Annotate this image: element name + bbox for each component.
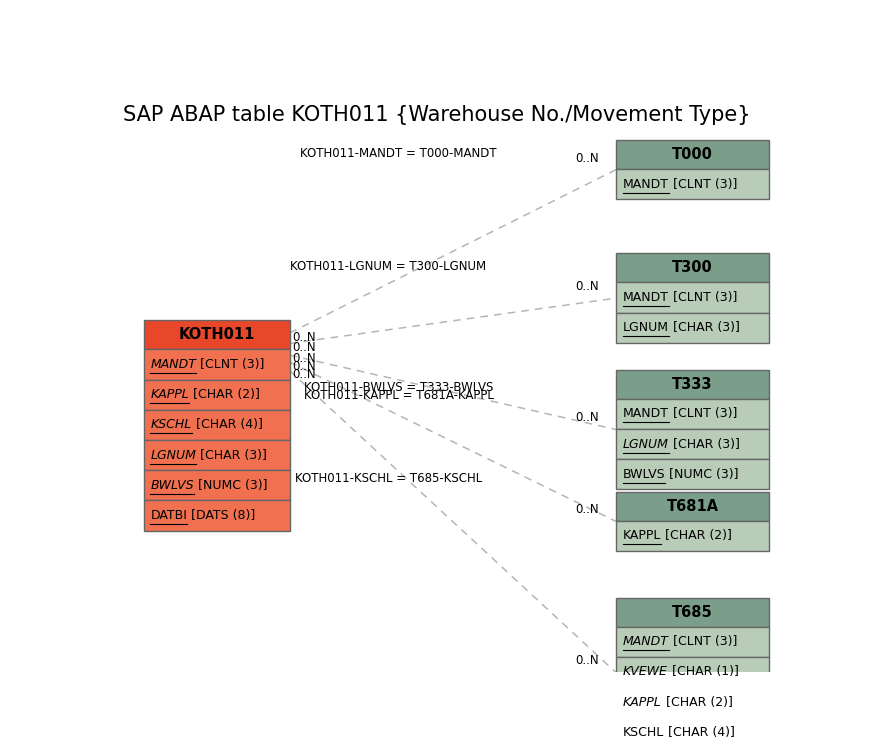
- Text: KSCHL: KSCHL: [151, 418, 192, 431]
- Text: [CLNT (3)]: [CLNT (3)]: [669, 408, 738, 421]
- Text: 0..N: 0..N: [575, 280, 599, 293]
- Text: MANDT: MANDT: [623, 177, 669, 191]
- Bar: [144, 320, 289, 350]
- Bar: [144, 440, 289, 470]
- Bar: [616, 429, 769, 459]
- Text: MANDT: MANDT: [623, 291, 669, 304]
- Text: BWLVS: BWLVS: [151, 479, 194, 492]
- Text: [CLNT (3)]: [CLNT (3)]: [669, 291, 738, 304]
- Text: [NUMC (3)]: [NUMC (3)]: [666, 468, 739, 481]
- Bar: [616, 597, 769, 627]
- Text: KOTH011-LGNUM = T300-LGNUM: KOTH011-LGNUM = T300-LGNUM: [290, 260, 487, 273]
- Text: 0..N: 0..N: [292, 352, 316, 365]
- Bar: [144, 410, 289, 440]
- Text: KOTH011-KSCHL = T685-KSCHL: KOTH011-KSCHL = T685-KSCHL: [295, 473, 482, 485]
- Text: [CHAR (2)]: [CHAR (2)]: [189, 388, 260, 401]
- Text: [CLNT (3)]: [CLNT (3)]: [668, 635, 737, 649]
- Text: 0..N: 0..N: [292, 359, 316, 373]
- Text: 0..N: 0..N: [292, 331, 316, 344]
- Bar: [616, 657, 769, 687]
- Text: 0..N: 0..N: [575, 504, 599, 516]
- Text: KOTH011-KAPPL = T681A-KAPPL: KOTH011-KAPPL = T681A-KAPPL: [303, 390, 494, 402]
- Bar: [616, 254, 769, 282]
- Text: 0..N: 0..N: [575, 655, 599, 667]
- Text: KVEWE: KVEWE: [623, 665, 667, 679]
- Text: BWLVS: BWLVS: [623, 468, 666, 481]
- Text: T000: T000: [672, 147, 713, 162]
- Bar: [144, 470, 289, 501]
- Text: [CLNT (3)]: [CLNT (3)]: [669, 177, 738, 191]
- Text: KOTH011-MANDT = T000-MANDT: KOTH011-MANDT = T000-MANDT: [300, 147, 496, 160]
- Text: [DATS (8)]: [DATS (8)]: [188, 509, 255, 522]
- Bar: [616, 521, 769, 551]
- Text: KAPPL: KAPPL: [151, 388, 189, 401]
- Bar: [144, 350, 289, 380]
- Text: T685: T685: [672, 605, 713, 620]
- Text: LGNUM: LGNUM: [623, 322, 669, 334]
- Text: 0..N: 0..N: [575, 152, 599, 165]
- Text: T300: T300: [672, 260, 713, 276]
- Text: 0..N: 0..N: [575, 411, 599, 424]
- Text: [CHAR (1)]: [CHAR (1)]: [667, 665, 738, 679]
- Bar: [616, 717, 769, 747]
- Text: T681A: T681A: [667, 499, 718, 513]
- Text: SAP ABAP table KOTH011 {Warehouse No./Movement Type}: SAP ABAP table KOTH011 {Warehouse No./Mo…: [123, 105, 751, 125]
- Text: MANDT: MANDT: [151, 358, 196, 371]
- Text: MANDT: MANDT: [623, 408, 669, 421]
- Text: KOTH011: KOTH011: [179, 327, 255, 342]
- Text: [CHAR (4)]: [CHAR (4)]: [192, 418, 262, 431]
- Bar: [616, 459, 769, 489]
- Bar: [616, 313, 769, 343]
- Text: KSCHL: KSCHL: [623, 726, 664, 739]
- Text: 0..N: 0..N: [292, 368, 316, 381]
- Text: KAPPL: KAPPL: [623, 695, 661, 709]
- Text: KOTH011-BWLVS = T333-BWLVS: KOTH011-BWLVS = T333-BWLVS: [303, 381, 493, 393]
- Text: T333: T333: [672, 377, 713, 392]
- Text: [CHAR (2)]: [CHAR (2)]: [661, 695, 732, 709]
- Text: [CLNT (3)]: [CLNT (3)]: [196, 358, 265, 371]
- Bar: [144, 501, 289, 531]
- Bar: [616, 399, 769, 429]
- Text: [NUMC (3)]: [NUMC (3)]: [194, 479, 267, 492]
- Text: LGNUM: LGNUM: [623, 438, 668, 451]
- Bar: [616, 687, 769, 717]
- Text: DATBI: DATBI: [151, 509, 188, 522]
- Text: [CHAR (4)]: [CHAR (4)]: [664, 726, 735, 739]
- Text: 0..N: 0..N: [292, 341, 316, 354]
- Bar: [616, 140, 769, 169]
- Bar: [616, 370, 769, 399]
- Bar: [616, 492, 769, 521]
- Bar: [616, 627, 769, 657]
- Text: LGNUM: LGNUM: [151, 448, 196, 461]
- Bar: [144, 380, 289, 410]
- Text: [CHAR (3)]: [CHAR (3)]: [668, 438, 739, 451]
- Text: MANDT: MANDT: [623, 635, 668, 649]
- Bar: [616, 169, 769, 199]
- Text: [CHAR (2)]: [CHAR (2)]: [661, 529, 732, 542]
- Text: [CHAR (3)]: [CHAR (3)]: [669, 322, 739, 334]
- Text: [CHAR (3)]: [CHAR (3)]: [196, 448, 267, 461]
- Text: KAPPL: KAPPL: [623, 529, 661, 542]
- Bar: [616, 282, 769, 313]
